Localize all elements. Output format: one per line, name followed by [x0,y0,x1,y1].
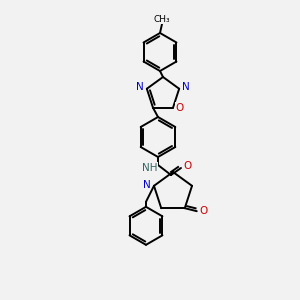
Text: O: O [176,103,184,113]
Text: O: O [184,161,192,171]
Text: NH: NH [142,163,158,173]
Text: N: N [136,82,144,92]
Text: N: N [143,180,151,190]
Text: N: N [182,82,190,92]
Text: CH₃: CH₃ [154,14,170,23]
Text: O: O [200,206,208,216]
